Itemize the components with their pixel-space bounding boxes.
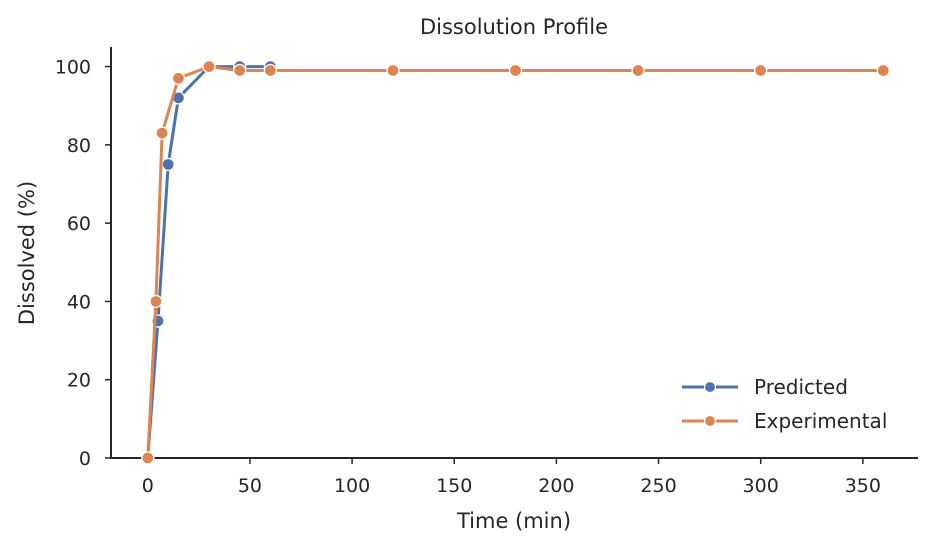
x-tick-label: 150: [436, 475, 472, 497]
data-point-experimental: [508, 63, 523, 78]
y-axis-label: Dissolved (%): [15, 181, 39, 325]
data-point-experimental: [754, 63, 768, 78]
y-tick-label: 80: [67, 135, 91, 157]
series-line-predicted: [146, 65, 272, 460]
data-point-experimental: [233, 63, 247, 78]
series-experimental: [141, 59, 890, 465]
legend-label-predicted: Predicted: [754, 375, 848, 399]
data-point-experimental: [171, 71, 186, 85]
legend-label-experimental: Experimental: [754, 409, 887, 433]
legend: Predicted Experimental: [682, 375, 887, 433]
x-tick-label: 50: [238, 475, 262, 497]
x-tick-label: 100: [334, 475, 370, 497]
legend-marker-experimental: [703, 414, 717, 428]
legend-marker-predicted: [703, 380, 717, 394]
x-tick-label: 250: [640, 475, 676, 497]
series-line-experimental: [146, 65, 885, 460]
y-tick-label: 60: [67, 213, 91, 235]
y-tick-label: 20: [67, 370, 91, 392]
data-point-experimental: [631, 63, 645, 78]
series-predicted: [141, 59, 278, 465]
x-tick-label: 200: [538, 475, 574, 497]
data-point-experimental: [386, 63, 400, 78]
data-point-experimental: [141, 451, 155, 465]
series-layer: [141, 59, 890, 465]
data-point-experimental: [155, 126, 169, 140]
x-tick-label: 0: [142, 475, 154, 497]
y-tick-label: 40: [67, 291, 91, 313]
x-tick-label: 300: [743, 475, 779, 497]
chart-title: Dissolution Profile: [420, 15, 608, 39]
data-point-experimental: [202, 59, 216, 74]
y-tick-label: 0: [79, 448, 91, 470]
data-point-experimental: [263, 63, 278, 78]
data-point-experimental: [149, 294, 163, 309]
data-point-predicted: [161, 157, 175, 172]
x-tick-label: 350: [845, 475, 881, 497]
x-axis-label: Time (min): [456, 509, 571, 533]
y-tick-label: 100: [55, 57, 91, 79]
data-point-experimental: [876, 63, 890, 78]
y-axis-ticks: 0 20 40 60 80 100: [55, 57, 111, 470]
x-axis-ticks: 0 50 100 150 200 250 300 350: [142, 458, 881, 497]
